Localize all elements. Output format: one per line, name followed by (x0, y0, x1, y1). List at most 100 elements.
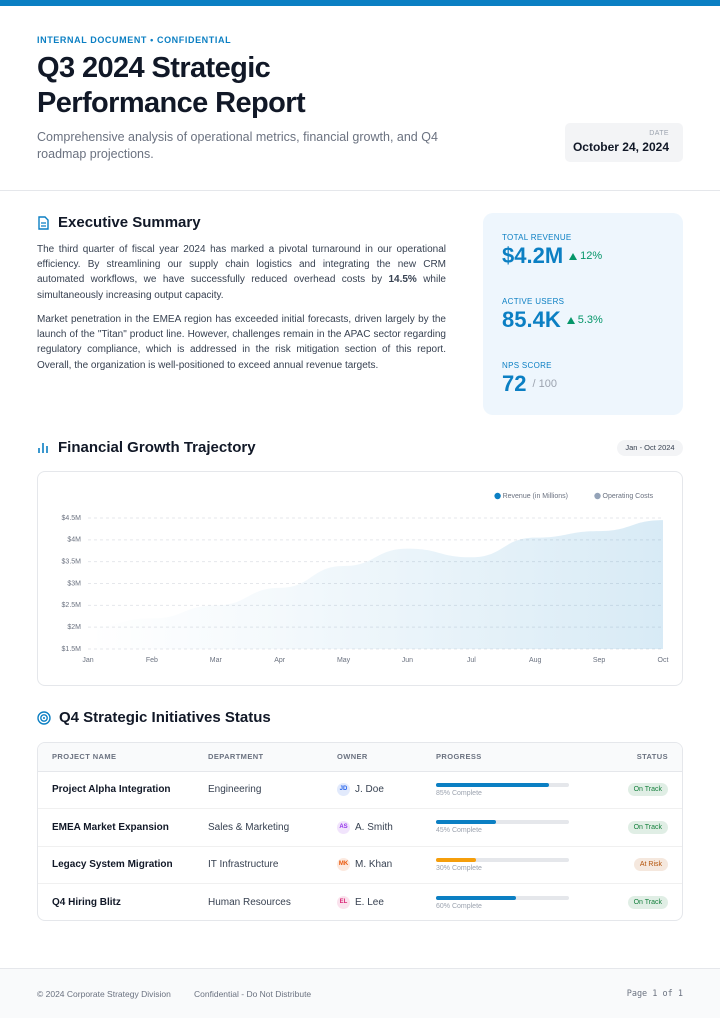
footer-text: Confidential - Do Not Distribute (194, 989, 312, 999)
owner: MK M. Khan (336, 846, 435, 885)
progress: 30% Complete (435, 846, 600, 885)
metric: TOTAL REVENUE $4.2M 12% (502, 233, 602, 269)
text: The third quarter of fiscal year 2024 ha… (37, 244, 446, 286)
y-tick-label: $3M (67, 580, 81, 587)
y-tick-label: $1.5M (62, 646, 82, 653)
metric-change: 5.3% (577, 314, 603, 326)
section-heading: Executive Summary (37, 214, 201, 231)
y-tick-label: $2M (67, 624, 81, 631)
metric: NPS SCORE 72 / 100 (502, 361, 557, 397)
separator (0, 968, 720, 969)
owner: JD J. Doe (336, 771, 435, 810)
owner-name: M. Khan (355, 859, 393, 871)
date: October 24, 2024 (572, 140, 669, 154)
progress-fill (436, 895, 516, 900)
target-icon (37, 710, 51, 725)
column-header: PROJECT NAME (38, 743, 207, 772)
progress-label: 60% Complete (436, 902, 482, 910)
column-header: PROGRESS (435, 743, 600, 772)
progress-track (436, 895, 569, 900)
progress-fill (436, 820, 496, 825)
metric-label: TOTAL REVENUE (502, 233, 572, 242)
table-row: Q4 Hiring Blitz Human Resources EL E. Lee 60… (38, 884, 682, 920)
metric-label: NPS SCORE (502, 361, 552, 370)
heading-text: Executive Summary (58, 214, 201, 231)
metric-change: 12% (580, 250, 603, 262)
metric-value: 85.4K (502, 307, 561, 332)
avatar: JD (337, 783, 350, 797)
paragraph: The third quarter of fiscal year 2024 ha… (37, 242, 446, 303)
progress: 60% Complete (435, 884, 600, 920)
owner-name: A. Smith (355, 822, 393, 834)
progress: 85% Complete (435, 771, 600, 810)
column-header: STATUS (600, 743, 682, 772)
paragraph: Market penetration in the EMEA region ha… (37, 314, 446, 371)
department: Engineering (207, 771, 336, 810)
metric-value: $4.2M (502, 243, 564, 268)
area (88, 520, 663, 649)
table-row: Legacy System Migration IT Infrastructure… (38, 846, 682, 885)
heading-text: Q4 Strategic Initiatives Status (59, 709, 271, 726)
top-bar (0, 0, 720, 6)
department: Sales & Marketing (207, 808, 336, 847)
x-tick-label: May (337, 657, 351, 664)
metric-label: ACTIVE USERS (502, 297, 565, 306)
x-tick-label: Mar (210, 657, 223, 664)
progress-track (436, 857, 569, 862)
metric-value: 72 (502, 371, 527, 396)
owner-name: E. Lee (355, 897, 384, 909)
progress-track (436, 782, 569, 787)
kicker: INTERNAL DOCUMENT • CONFIDENTIAL (37, 35, 232, 45)
footer-page: Page 1 of 1 (626, 989, 683, 999)
status-pill: On Track (627, 783, 668, 797)
progress-label: 30% Complete (436, 864, 482, 872)
progress-fill (436, 857, 476, 862)
avatar: EL (337, 896, 350, 910)
title-line: Q3 2024 Strategic (37, 52, 271, 84)
date-badge: Jan - Oct 2024 (617, 440, 683, 456)
status: On Track (600, 808, 682, 847)
x-tick-label: Jul (467, 657, 476, 664)
progress-label: 85% Complete (436, 789, 482, 797)
column-header: OWNER (336, 743, 435, 772)
separator (0, 190, 720, 191)
up-icon (566, 316, 575, 324)
x-tick-label: Jan (82, 657, 93, 664)
x-tick-label: Apr (274, 657, 286, 664)
doc-icon (38, 215, 49, 230)
heading-text: Financial Growth Trajectory (58, 439, 256, 456)
title: Q3 2024 Strategic Performance Report (37, 51, 306, 121)
status-pill: On Track (627, 820, 668, 834)
x-tick-label: Jun (402, 657, 413, 664)
table-row: Project Alpha Integration Engineering JD J.… (38, 771, 682, 810)
project-name: Legacy System Migration (38, 846, 207, 885)
x-tick-label: Feb (146, 657, 158, 664)
metric: ACTIVE USERS 85.4K 5.3% (502, 297, 603, 333)
chart: $1.5M $2M $2.5M $3M $3.5M $4M $4.5M Jan Feb Mar Ap… (62, 492, 668, 664)
column-header: DEPARTMENT (207, 743, 336, 772)
x-tick-label: Aug (529, 657, 542, 664)
owner: AS A. Smith (336, 808, 435, 847)
project-name: Project Alpha Integration (38, 771, 207, 810)
emphasis: 14.5% (388, 274, 417, 286)
date-box: DATE October 24, 2024 (565, 123, 683, 162)
y-tick-label: $2.5M (62, 602, 82, 609)
progress-label: 45% Complete (436, 827, 482, 835)
project-name: EMEA Market Expansion (38, 808, 207, 847)
y-tick-label: $4.5M (62, 515, 82, 522)
chart-icon (38, 443, 48, 453)
progress: 45% Complete (435, 808, 600, 847)
progress-track (436, 820, 569, 825)
y-tick-label: $4M (67, 537, 81, 544)
status-pill: At Risk (633, 858, 668, 872)
owner-name: J. Doe (355, 784, 384, 796)
table: PROJECT NAME DEPARTMENT OWNER PROGRESS STATU… (37, 742, 683, 921)
footer-bg (0, 969, 720, 1018)
chart-card: $1.5M $2M $2.5M $3M $3.5M $4M $4.5M Jan Feb Mar Ap… (37, 471, 683, 686)
date-label: DATE (649, 130, 669, 137)
legend-label: Revenue (in Millions) (503, 493, 568, 500)
section-heading: Financial Growth Trajectory (37, 439, 256, 456)
legend-swatch (494, 492, 501, 500)
legend-label: Operating Costs (603, 493, 654, 500)
